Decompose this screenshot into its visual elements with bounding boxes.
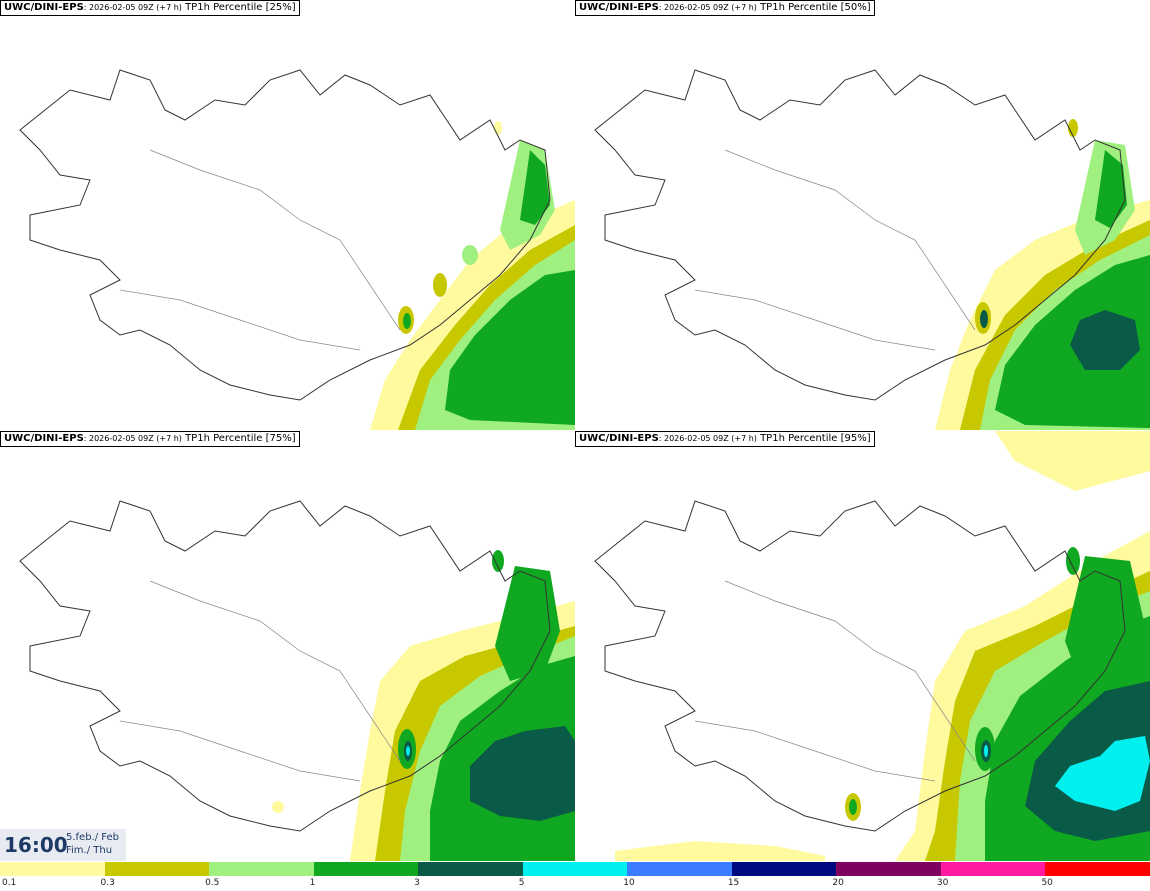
valid-time: 16:00 [4, 833, 68, 857]
legend-swatch [836, 862, 941, 876]
legend-tick-label: 0.1 [2, 878, 17, 888]
panel-title: UWC/DINI-EPS: 2026-02-05 09Z (+7 h) TP1h… [0, 0, 300, 16]
precip-map [19, 500, 575, 861]
color-bar-legend [0, 862, 1150, 876]
legend-swatch [940, 862, 1046, 876]
map-panel-p95: UWC/DINI-EPS: 2026-02-05 09Z (+7 h) TP1h… [575, 431, 1150, 861]
legend-swatch [209, 862, 314, 876]
precip-map [19, 69, 575, 430]
map-panel-p75: UWC/DINI-EPS: 2026-02-05 09Z (+7 h) TP1h… [0, 431, 575, 861]
panel-title: UWC/DINI-EPS: 2026-02-05 09Z (+7 h) TP1h… [575, 431, 875, 447]
color-bar-ticks: 0.1 0.3 0.5 1 3 5 10 15 20 30 50 [0, 877, 1150, 891]
precip-map [594, 431, 1150, 861]
legend-swatch [1045, 862, 1150, 876]
legend-swatch [0, 862, 105, 876]
legend-tick-label: 20 [832, 878, 844, 888]
precip-map [594, 69, 1150, 430]
valid-date-line2: Fim./ Thu [66, 845, 113, 856]
valid-date-line1: 5.feb./ Feb [66, 832, 119, 843]
valid-time-box: 16:00 5.feb./ Feb Fim./ Thu [0, 829, 126, 861]
panel-title: UWC/DINI-EPS: 2026-02-05 09Z (+7 h) TP1h… [575, 0, 875, 16]
legend-swatch [104, 862, 210, 876]
map-panel-p50: UWC/DINI-EPS: 2026-02-05 09Z (+7 h) TP1h… [575, 0, 1150, 430]
legend-swatch [418, 862, 523, 876]
legend-tick-label: 10 [623, 878, 635, 888]
legend-tick-label: 0.3 [100, 878, 115, 888]
legend-tick-label: 50 [1041, 878, 1053, 888]
panel-title: UWC/DINI-EPS: 2026-02-05 09Z (+7 h) TP1h… [0, 431, 300, 447]
legend-swatch [627, 862, 732, 876]
legend-tick-label: 15 [727, 878, 740, 888]
legend-swatch [731, 862, 837, 876]
legend-tick-label: 30 [936, 878, 949, 888]
valid-date: 5.feb./ Feb Fim./ Thu [66, 831, 119, 857]
legend-tick-label: 1 [309, 878, 316, 888]
legend-tick-label: 3 [414, 878, 420, 888]
map-panel-p25: UWC/DINI-EPS: 2026-02-05 09Z (+7 h) TP1h… [0, 0, 575, 430]
legend-tick-label: 5 [518, 878, 525, 888]
legend-tick-label: 0.5 [205, 878, 220, 888]
legend-swatch [522, 862, 628, 876]
legend-swatch [313, 862, 419, 876]
